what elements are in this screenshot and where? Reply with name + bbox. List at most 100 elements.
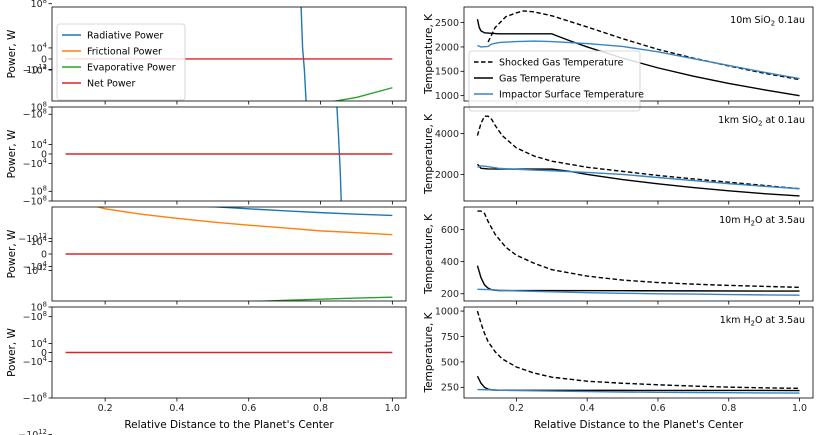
panel-annotation: 1km H2O at 3.5au	[720, 315, 805, 328]
y-tick-label: 1012	[26, 264, 47, 277]
panel-annotation: 10m H2O at 3.5au	[719, 215, 805, 228]
panel-annotation: 10m SiO2 0.1au	[730, 15, 805, 28]
y-tick-label: 0	[41, 249, 47, 260]
x-tick-label: 1.0	[792, 403, 807, 414]
axes-frame	[463, 306, 814, 399]
x-tick-label: 0.2	[98, 403, 113, 414]
series-gas-temperature	[476, 265, 800, 292]
y-tick-label: 600	[441, 225, 459, 236]
series-gas-temperature	[476, 19, 800, 97]
axes-frame	[463, 206, 814, 302]
y-tick-label: 200	[441, 289, 459, 300]
series-shocked-gas-temperature	[476, 310, 800, 390]
y-axis-label: Power, W	[6, 229, 18, 278]
series-shocked-gas-temperature	[476, 115, 800, 190]
y-tick-label: 0	[41, 149, 47, 160]
y-tick-label: 104	[31, 235, 47, 248]
x-tick-label: 1.0	[385, 403, 400, 414]
y-axis-label: Power, W	[6, 129, 18, 178]
x-tick-label: 0.4	[580, 403, 595, 414]
y-tick-label: 1000	[435, 91, 459, 102]
y-tick-label: −104	[23, 355, 47, 368]
x-axis-label: Relative Distance to the Planet's Center	[124, 419, 334, 431]
x-tick-label: 0.6	[650, 403, 665, 414]
legend-entry: Frictional Power	[87, 46, 162, 57]
y-tick-label: −108	[23, 108, 47, 121]
series-group	[476, 115, 800, 197]
series-impactor-surface-temperature	[477, 40, 800, 80]
series-shocked-gas-temperature	[477, 210, 800, 289]
y-axis-label: Power, W	[6, 327, 18, 376]
series-gas-temperature	[476, 163, 800, 197]
legend-box	[468, 50, 641, 112]
x-tick-label: 0.8	[313, 403, 328, 414]
series-group	[476, 310, 800, 394]
x-tick-label: 0.4	[169, 403, 184, 414]
legend-entry: Shocked Gas Temperature	[499, 57, 624, 68]
y-axis-label: Temperature, K	[423, 213, 435, 295]
series-evaporative-power	[250, 296, 393, 301]
y-tick-label: 2500	[435, 18, 459, 29]
y-tick-label: −1012	[18, 428, 47, 435]
axes-frame	[463, 106, 814, 202]
y-tick-label: −108	[23, 391, 47, 404]
y-tick-label: 1000	[435, 306, 459, 317]
y-tick-label: 0	[41, 348, 47, 359]
panel-annotation: 1km SiO2 at 0.1au	[718, 115, 805, 128]
series-group	[65, 107, 393, 253]
y-tick-label: 250	[441, 383, 459, 394]
series-frictional-power	[66, 0, 393, 6]
series-impactor-surface-temperature	[477, 165, 800, 190]
series-impactor-surface-temperature	[477, 388, 800, 394]
y-tick-label: −108	[23, 310, 47, 323]
y-tick-label: 0	[41, 54, 47, 65]
x-tick-label: 0.6	[241, 403, 256, 414]
legend: Radiative Power Frictional Power Evaporati…	[56, 23, 186, 101]
y-axis-label: Temperature, K	[423, 113, 435, 195]
legend-entry: Net Power	[87, 78, 136, 89]
y-tick-label: −104	[23, 260, 47, 273]
y-axis-label: Power, W	[6, 29, 18, 78]
series-group	[476, 10, 800, 97]
y-tick-label: −104	[23, 157, 47, 170]
y-tick-label: 750	[441, 332, 459, 343]
legend-entry: Radiative Power	[87, 30, 163, 41]
series-radiative-power	[66, 257, 393, 279]
series-frictional-power	[95, 207, 393, 236]
y-axis-label: Temperature, K	[423, 13, 435, 95]
series-radiative-power	[207, 207, 393, 217]
panel-p7: 10121081040−104−108−10120.20.40.60.81.0P…	[6, 257, 407, 435]
legend: Shocked Gas Temperature Gas Temperature Im…	[468, 50, 644, 112]
series-group	[476, 210, 800, 296]
panel-p6: 200 400 600 Temperature, K 10m H2O at 3.5au	[423, 206, 814, 305]
y-tick-label: 4000	[435, 129, 459, 140]
series-frictional-power	[66, 266, 393, 300]
y-tick-label: 400	[441, 257, 459, 268]
x-axis-label: Relative Distance to the Planet's Center	[534, 419, 744, 431]
y-tick-label: 104	[31, 41, 47, 54]
series-gas-temperature	[476, 375, 800, 392]
series-group	[65, 257, 393, 354]
legend-entry: Gas Temperature	[499, 73, 580, 84]
axes-frame	[51, 6, 407, 102]
series-impactor-surface-temperature	[477, 288, 800, 296]
y-tick-label: 1012	[26, 63, 47, 76]
x-tick-label: 0.8	[721, 403, 736, 414]
y-tick-label: 108	[31, 0, 47, 10]
series-evaporative-power	[66, 213, 393, 253]
series-group	[65, 207, 393, 301]
y-tick-label: 500	[441, 357, 459, 368]
y-tick-label: 2000	[435, 42, 459, 53]
legend-entry: Evaporative Power	[87, 62, 176, 73]
y-tick-label: −108	[23, 194, 47, 207]
legend-box	[56, 23, 186, 101]
legend-entry: Impactor Surface Temperature	[499, 89, 644, 100]
y-tick-label: 1500	[435, 67, 459, 78]
x-tick-label: 0.2	[509, 403, 524, 414]
y-axis-label: Temperature, K	[423, 311, 435, 393]
